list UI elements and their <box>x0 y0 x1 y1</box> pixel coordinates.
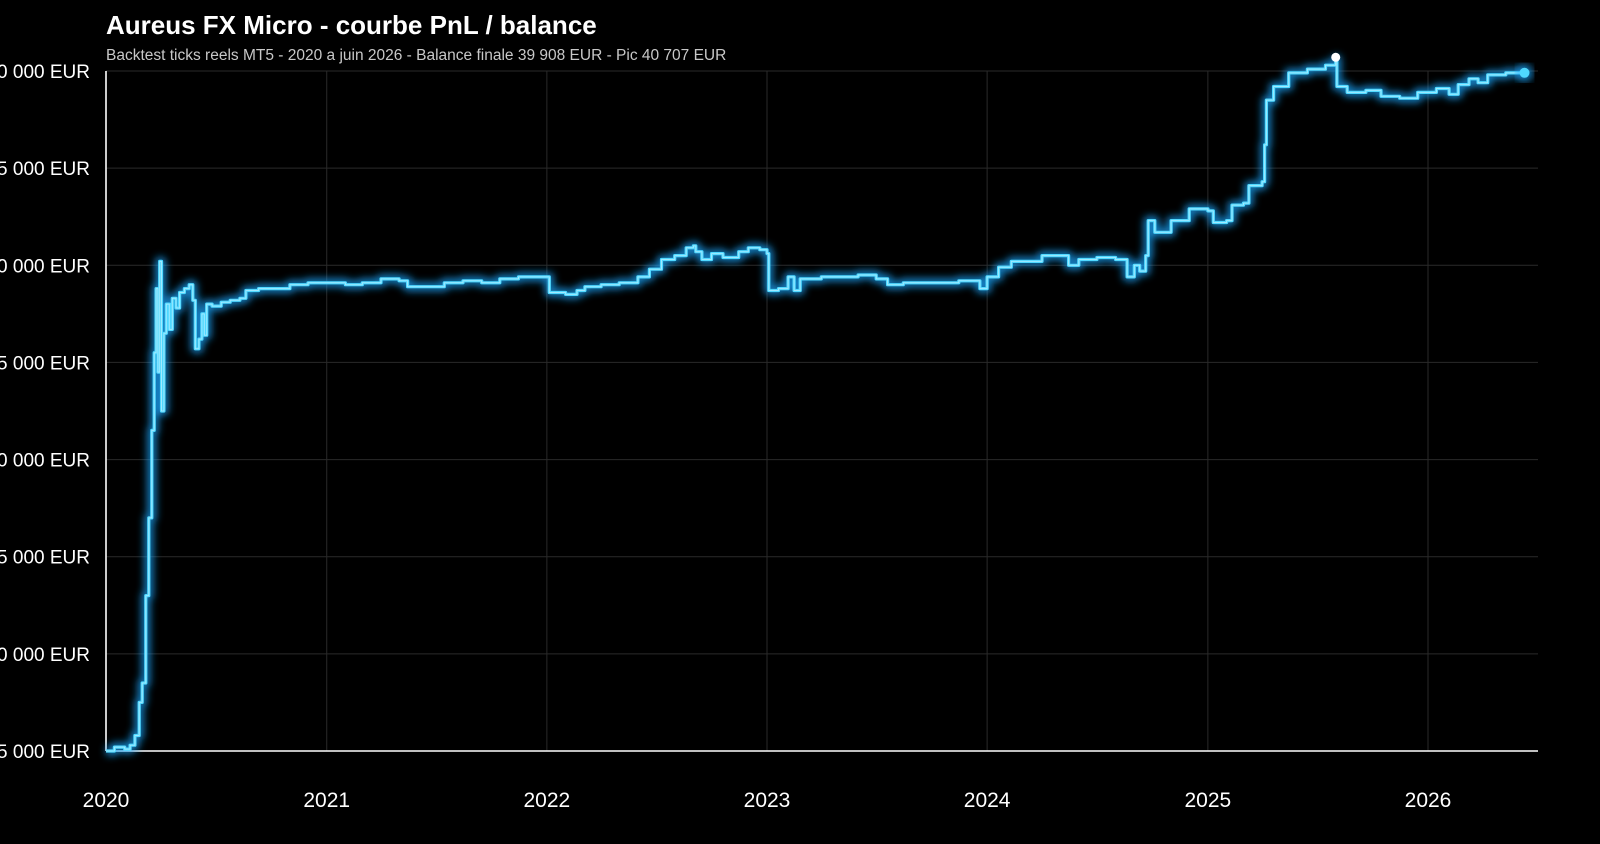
balance-line-core <box>106 58 1525 752</box>
balance-line <box>106 57 1527 753</box>
chart-title: Aureus FX Micro - courbe PnL / balance <box>106 10 597 40</box>
y-tick-label: 20 000 EUR <box>0 451 90 472</box>
axes <box>105 71 1538 752</box>
y-tick-label: 30 000 EUR <box>0 256 90 277</box>
y-tick-label: 25 000 EUR <box>0 353 90 374</box>
balance-series <box>106 52 1534 756</box>
peak-marker <box>1331 52 1341 62</box>
tick-labels: 5 000 EUR 10 000 EUR 15 000 EUR 20 000 EUR 2… <box>0 62 1451 812</box>
y-tick-label: 5 000 EUR <box>0 742 90 763</box>
y-tick-label: 40 000 EUR <box>0 62 90 83</box>
final-balance-marker <box>1519 67 1530 78</box>
grid-lines <box>105 70 1538 752</box>
x-tick-label: 2020 <box>83 789 130 812</box>
x-tick-label: 2023 <box>744 789 791 812</box>
balance-line-glow <box>106 54 1529 756</box>
x-tick-label: 2022 <box>524 789 571 812</box>
chart-subtitle: Backtest ticks reels MT5 - 2020 a juin 2… <box>106 47 727 64</box>
x-tick-label: 2021 <box>303 789 350 812</box>
y-tick-label: 15 000 EUR <box>0 548 90 569</box>
y-tick-label: 10 000 EUR <box>0 645 90 666</box>
x-tick-label: 2025 <box>1185 789 1232 812</box>
x-tick-label: 2024 <box>964 789 1011 812</box>
x-tick-label: 2026 <box>1405 789 1452 812</box>
y-tick-label: 35 000 EUR <box>0 159 90 180</box>
